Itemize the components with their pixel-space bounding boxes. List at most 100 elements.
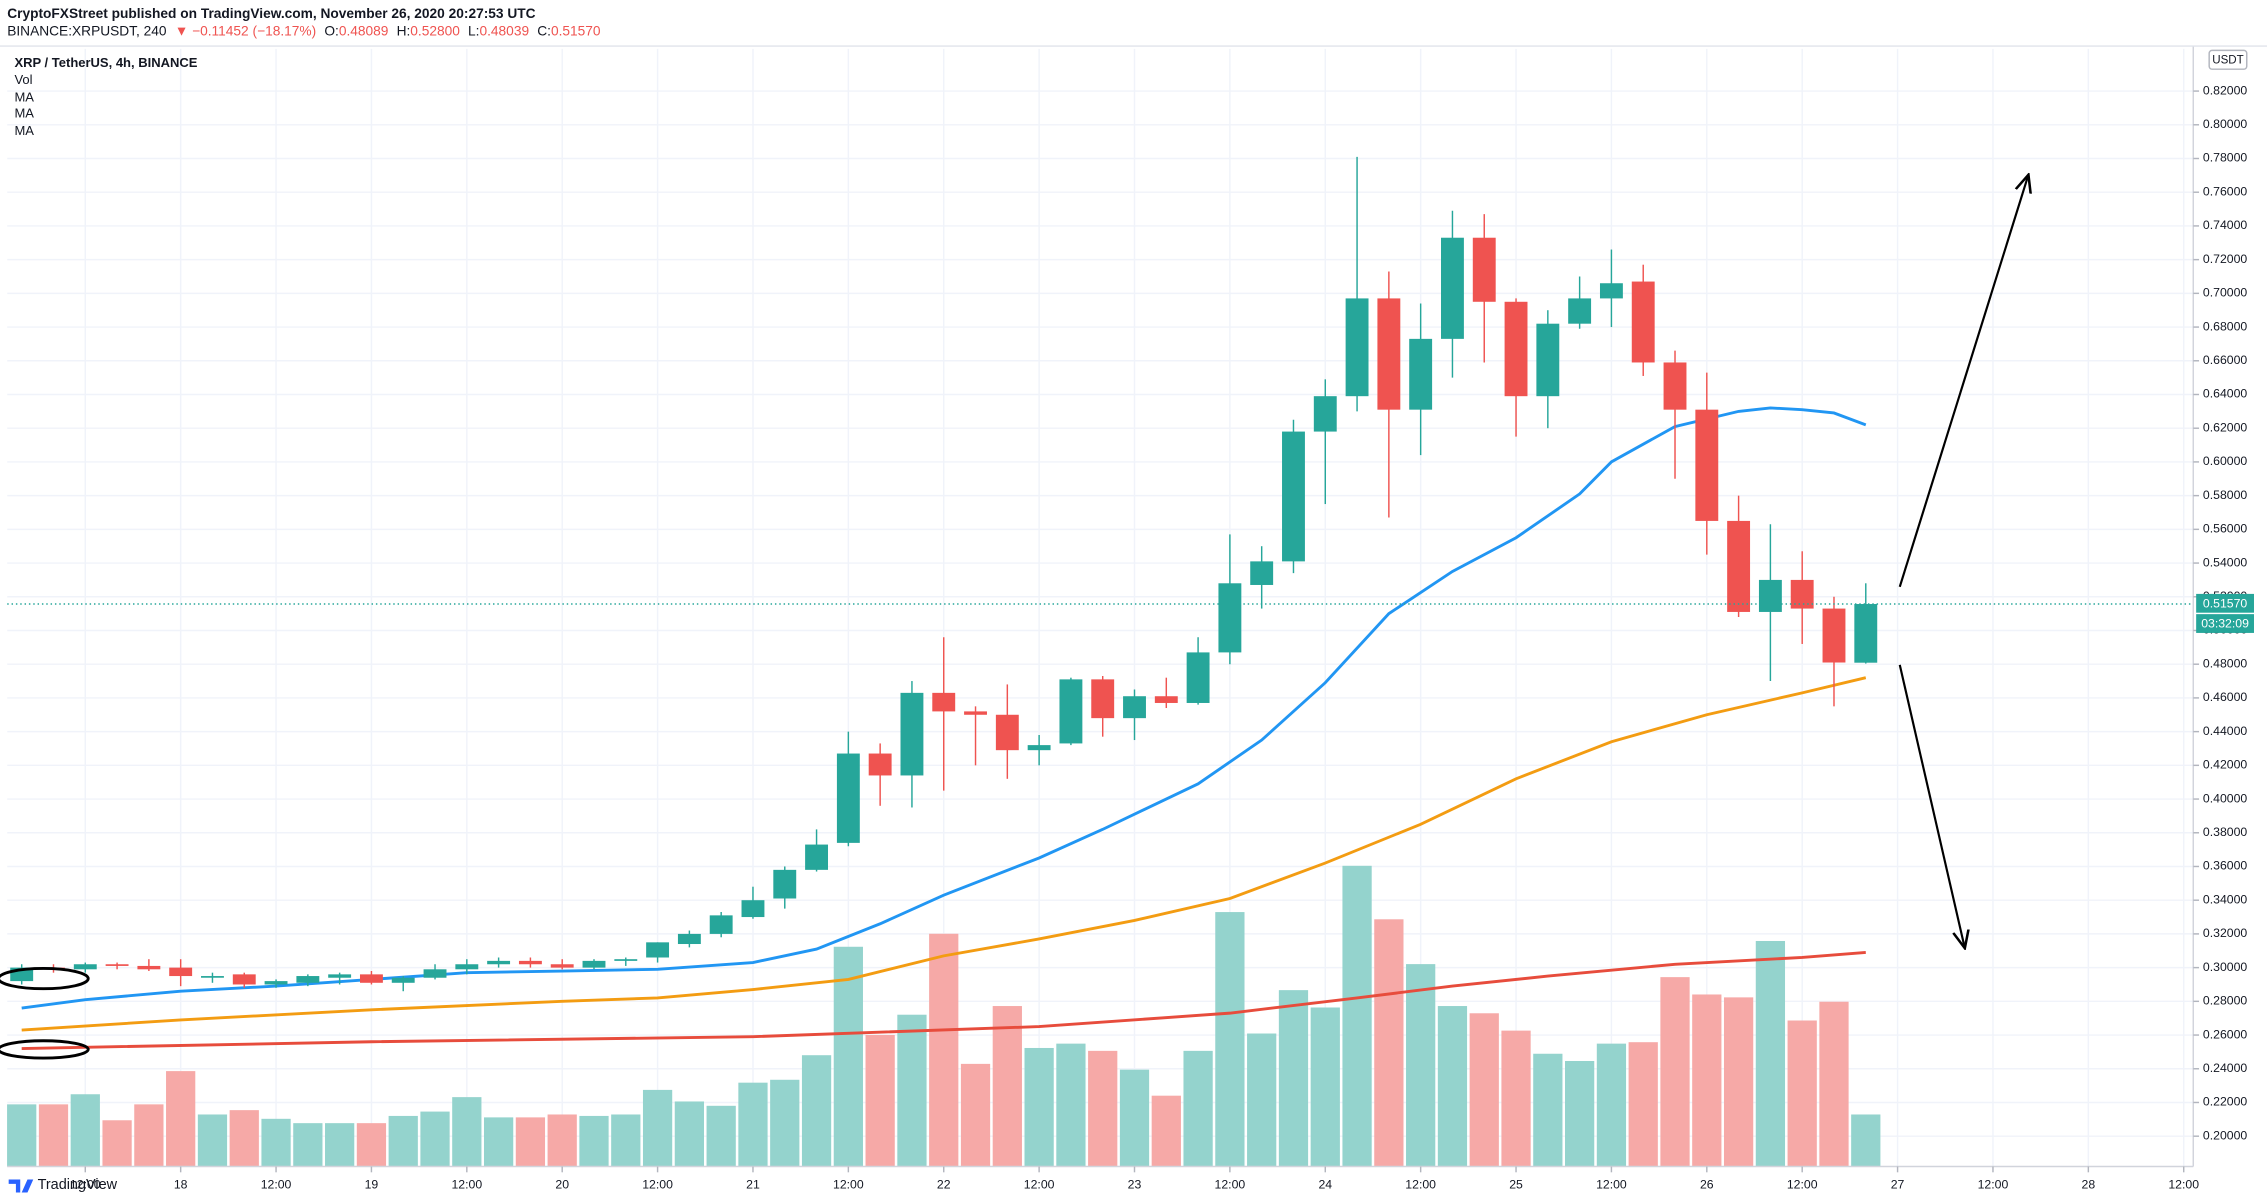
volume-bar (1406, 964, 1436, 1167)
candle-body (773, 869, 797, 899)
candle-body (677, 933, 701, 945)
y-tick-label: 0.76000 (2203, 184, 2248, 198)
volume-bar (1342, 865, 1372, 1167)
candle-body (328, 974, 352, 978)
volume-bar (420, 1111, 450, 1167)
last-price-label: 0.51570 (2203, 596, 2248, 610)
volume-bar (38, 1104, 69, 1167)
y-tick-label: 0.30000 (2203, 960, 2248, 974)
volume-bar (515, 1117, 546, 1167)
annotation-ellipse (0, 967, 90, 991)
ohlc-value: 0.51570 (551, 23, 601, 38)
candle-body (1123, 696, 1146, 719)
y-tick-label: 0.36000 (2203, 859, 2248, 873)
candle-body (1186, 652, 1210, 703)
y-tick-label: 0.60000 (2203, 454, 2248, 468)
y-tick-label: 0.72000 (2203, 252, 2248, 266)
x-tick-label: 26 (1700, 1178, 1714, 1192)
candle-body (264, 981, 288, 985)
candle-body (582, 960, 606, 968)
candle-body (518, 960, 542, 965)
ohlc-label: H: (397, 23, 411, 38)
volume-bar (1151, 1095, 1181, 1167)
y-tick-label: 0.56000 (2203, 522, 2248, 536)
y-tick-label: 0.42000 (2203, 758, 2248, 772)
candle-body (1854, 604, 1878, 663)
volume-bar (483, 1117, 514, 1167)
symbol: BINANCE:XRPUSDT, 240 (7, 23, 167, 38)
volume-bar (1437, 1006, 1468, 1167)
volume-bar (388, 1115, 418, 1167)
x-tick-label: 19 (365, 1178, 379, 1192)
y-tick-label: 0.34000 (2203, 892, 2248, 906)
volume-bar (261, 1118, 291, 1167)
candle-body (201, 976, 224, 978)
volume-bar (1088, 1050, 1118, 1167)
volume-bar (1755, 940, 1786, 1167)
x-tick-label: 12:00 (2168, 1178, 2199, 1192)
candle-body (1091, 679, 1115, 719)
candle-body (1790, 579, 1814, 609)
volume-bar (452, 1097, 482, 1167)
candle-body (296, 976, 320, 983)
x-tick-label: 12:00 (1405, 1178, 1436, 1192)
candle-body (932, 692, 956, 712)
volume-bar (770, 1079, 800, 1167)
brand-logo[interactable] (8, 1179, 34, 1193)
legend-ma: MA (14, 90, 34, 105)
candle-body (1663, 362, 1687, 410)
volume-layer (7, 865, 1881, 1167)
volume-bar (960, 1063, 991, 1167)
x-tick-label: 18 (174, 1178, 188, 1192)
y-tick-label: 0.62000 (2203, 420, 2248, 434)
x-tick-label: 12:00 (1596, 1178, 1627, 1192)
last-price-box (2196, 593, 2254, 613)
y-tick-label: 0.66000 (2203, 353, 2248, 367)
x-tick-label: 12:00 (1978, 1178, 2009, 1192)
brand[interactable]: TradingView (38, 1177, 118, 1193)
volume-bar (865, 1034, 895, 1167)
volume-bar (929, 933, 959, 1167)
candle-body (1250, 561, 1274, 585)
candle-body (1218, 583, 1242, 653)
volume-bar (1787, 1020, 1817, 1167)
candle-body (1504, 301, 1528, 397)
candle-body (169, 967, 193, 977)
candle-body (709, 915, 733, 934)
currency-box[interactable] (2208, 49, 2248, 70)
volume-bar (611, 1114, 641, 1167)
candle-body (1441, 237, 1464, 339)
x-tick-label: 20 (555, 1178, 569, 1192)
candle-body (73, 964, 97, 970)
x-tick-label: 25 (1509, 1178, 1523, 1192)
y-tick-label: 0.82000 (2203, 83, 2248, 97)
candle-body (741, 900, 765, 918)
candle-body (995, 714, 1019, 751)
volume-bar (1278, 990, 1309, 1167)
candle-body (455, 964, 479, 970)
currency[interactable]: USDT (2212, 55, 2243, 67)
candle-body (836, 753, 860, 843)
volume-bar (166, 1071, 196, 1167)
candle-body (1345, 298, 1369, 397)
x-tick-label: 12:00 (451, 1178, 482, 1192)
moving-average (21, 950, 1866, 1050)
candle-body (805, 844, 829, 870)
y-tick-label: 0.46000 (2203, 690, 2248, 704)
volume-bar (1024, 1047, 1054, 1167)
volume-bar (1469, 1013, 1499, 1167)
candle-body (1313, 396, 1337, 432)
volume-bar (738, 1082, 768, 1167)
volume-bar (70, 1094, 100, 1167)
volume-bar (134, 1104, 164, 1167)
volume-bar (674, 1101, 705, 1167)
candle-body (232, 974, 256, 985)
volume-bar (801, 1055, 832, 1167)
candle-body (105, 964, 129, 966)
volume-bar (1119, 1069, 1150, 1167)
candle-body (868, 753, 892, 776)
x-tick-label: 12:00 (261, 1178, 292, 1192)
y-tick-label: 0.54000 (2203, 555, 2248, 569)
